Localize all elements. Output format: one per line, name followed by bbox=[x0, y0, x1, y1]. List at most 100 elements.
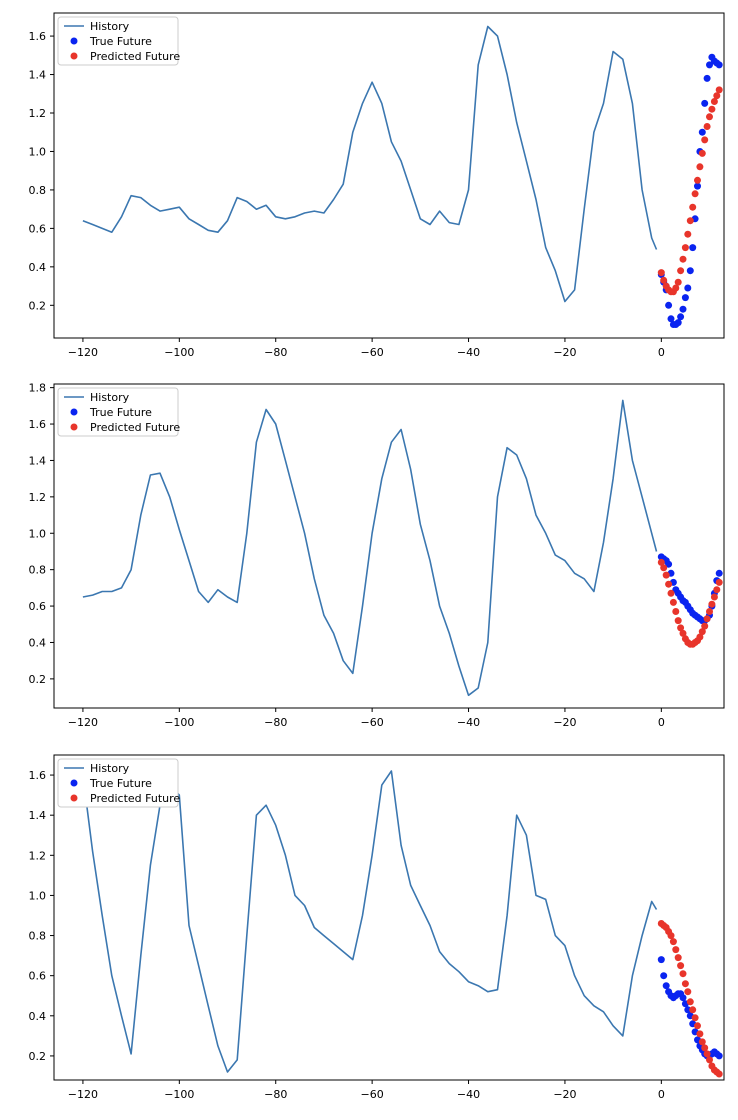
predicted-future-point bbox=[657, 558, 665, 566]
true-future-point bbox=[715, 61, 723, 69]
true-future-point bbox=[679, 305, 687, 313]
predicted-future-point bbox=[701, 1044, 709, 1052]
predicted-future-point bbox=[674, 278, 682, 286]
y-tick-label: 0.6 bbox=[29, 222, 47, 235]
predicted-future-point bbox=[703, 1050, 711, 1058]
x-tick-label: −80 bbox=[264, 346, 287, 359]
x-tick-label: −100 bbox=[164, 346, 194, 359]
x-tick-label: −60 bbox=[361, 346, 384, 359]
y-tick-label: 1.6 bbox=[29, 30, 47, 43]
plot-frame bbox=[53, 12, 725, 339]
predicted-future-point bbox=[672, 284, 680, 292]
predicted-future-point bbox=[674, 617, 682, 625]
legend-predicted-future-label: Predicted Future bbox=[90, 50, 180, 63]
subplot-3: −120 −100 −80 −60 −40 −20 0 0.2 0.4 0.6 0.8 1.0 1.2 1… bbox=[29, 754, 725, 1101]
subplot-2: −120 −100 −80 −60 −40 −20 0 0.2 0.4 0.6 0.8 1.0 1.2 1… bbox=[29, 382, 725, 729]
predicted-future-point bbox=[708, 600, 716, 608]
x-tick-label: 0 bbox=[658, 716, 665, 729]
legend-true-future-label: True Future bbox=[89, 406, 152, 419]
legend: History True Future Predicted Future bbox=[57, 16, 180, 66]
predicted-future-point bbox=[677, 267, 685, 275]
predicted-future-point bbox=[681, 980, 689, 988]
y-tick-label: 1.6 bbox=[29, 769, 47, 782]
legend-true-future-swatch bbox=[70, 408, 78, 416]
true-future-point bbox=[665, 560, 673, 568]
predicted-future-point bbox=[660, 276, 668, 284]
true-future-point bbox=[667, 315, 675, 323]
predicted-future-point bbox=[686, 998, 694, 1006]
x-tick-label: −40 bbox=[457, 716, 480, 729]
history-line bbox=[82, 770, 658, 1073]
predicted-future-point bbox=[703, 123, 711, 130]
x-tick-label: −40 bbox=[457, 1088, 480, 1101]
predicted-future-point bbox=[674, 954, 682, 962]
legend-predicted-future-label: Predicted Future bbox=[90, 792, 180, 805]
predicted-future-point bbox=[686, 217, 694, 225]
legend-frame bbox=[57, 758, 179, 808]
legend-history-label: History bbox=[90, 20, 130, 33]
predicted-future-point bbox=[689, 203, 697, 211]
x-tick-label: −80 bbox=[264, 1088, 287, 1101]
predicted-future-point bbox=[706, 1056, 713, 1064]
x-tick-label: 0 bbox=[658, 1088, 665, 1101]
y-tick-label: 1.4 bbox=[29, 809, 47, 822]
y-tick-label: 1.2 bbox=[29, 491, 47, 504]
predicted-future-point bbox=[660, 564, 668, 572]
predicted-future-point bbox=[672, 608, 680, 615]
predicted-future-point bbox=[691, 190, 699, 198]
predicted-future-point bbox=[703, 615, 711, 623]
predicted-future-point bbox=[657, 269, 665, 277]
predicted-future-point bbox=[696, 1030, 704, 1038]
x-tick-label: −100 bbox=[164, 1088, 194, 1101]
y-tick-label: 1.6 bbox=[29, 418, 47, 431]
y-tick-label: 0.8 bbox=[29, 184, 47, 197]
true-future-point bbox=[677, 313, 685, 321]
true-future-point bbox=[662, 982, 670, 990]
predicted-future-point bbox=[691, 1014, 699, 1022]
x-tick-label: −60 bbox=[361, 1088, 384, 1101]
predicted-future-point bbox=[713, 92, 721, 100]
history-line bbox=[82, 25, 658, 303]
y-tick-label: 0.4 bbox=[29, 636, 47, 649]
predicted-future-point bbox=[698, 628, 706, 636]
y-tick-label: 1.4 bbox=[29, 69, 47, 82]
y-tick-label: 0.2 bbox=[29, 673, 47, 686]
true-future-point bbox=[657, 956, 665, 964]
legend-predicted-future-swatch bbox=[70, 52, 78, 60]
legend-history-label: History bbox=[90, 391, 130, 404]
legend-true-future-label: True Future bbox=[89, 35, 152, 48]
predicted-future-point bbox=[669, 938, 677, 946]
predicted-future-point bbox=[706, 608, 713, 615]
true-future-point bbox=[715, 569, 723, 577]
legend-frame bbox=[57, 16, 179, 66]
legend: History True Future Predicted Future bbox=[57, 758, 180, 808]
true-future-point bbox=[679, 994, 687, 1002]
legend-history-label: History bbox=[90, 762, 130, 775]
y-tick-label: 1.0 bbox=[29, 527, 47, 540]
predicted-future-point bbox=[679, 970, 687, 978]
predicted-future-point bbox=[696, 633, 704, 641]
predicted-future-point bbox=[694, 176, 701, 184]
y-tick-label: 1.8 bbox=[29, 382, 47, 395]
predicted-future-point bbox=[696, 163, 704, 171]
predicted-future-point bbox=[677, 962, 685, 970]
legend-predicted-future-label: Predicted Future bbox=[90, 421, 180, 434]
x-tick-label: −80 bbox=[264, 716, 287, 729]
true-future-point bbox=[665, 301, 673, 309]
predicted-future-point bbox=[701, 136, 709, 144]
predicted-future-point bbox=[677, 624, 685, 632]
predicted-future-point bbox=[698, 1038, 706, 1046]
x-tick-label: −20 bbox=[553, 716, 576, 729]
predicted-future-point bbox=[715, 578, 723, 586]
y-tick-label: 0.4 bbox=[29, 261, 47, 274]
y-tick-label: 0.2 bbox=[29, 1050, 47, 1063]
y-tick-label: 1.0 bbox=[29, 145, 47, 158]
x-tick-label: 0 bbox=[658, 346, 665, 359]
true-future-point bbox=[706, 61, 713, 69]
y-tick-label: 0.6 bbox=[29, 600, 47, 613]
predicted-future-point bbox=[672, 946, 680, 954]
x-tick-label: −20 bbox=[553, 1088, 576, 1101]
predicted-future-point bbox=[708, 105, 716, 113]
true-future-point bbox=[681, 294, 689, 302]
